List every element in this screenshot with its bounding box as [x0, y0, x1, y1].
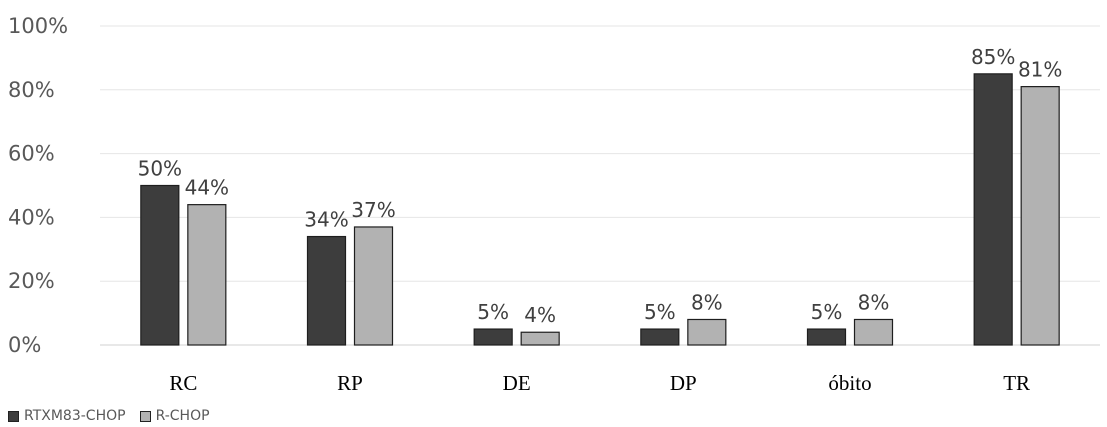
x-tick-label: TR — [1003, 371, 1030, 395]
y-tick-label: 20% — [8, 269, 55, 293]
legend-swatch-series-1 — [8, 410, 19, 422]
legend-label-series-2: R-CHOP — [155, 408, 210, 424]
data-label: 85% — [971, 45, 1015, 69]
data-label: 37% — [351, 198, 395, 222]
bar-1-3 — [473, 328, 513, 346]
x-tick-label: DP — [670, 371, 697, 395]
legend-item-series-1: RTXM83-CHOP — [8, 408, 126, 424]
bar-2-4 — [687, 318, 727, 346]
data-label: 81% — [1018, 58, 1062, 82]
bar-2-2 — [353, 226, 394, 346]
bar-1-2 — [306, 235, 347, 346]
data-label: 5% — [811, 300, 843, 324]
data-label: 44% — [185, 176, 229, 200]
y-tick-label: 0% — [8, 333, 41, 357]
data-label: 5% — [477, 300, 509, 324]
data-label: 5% — [644, 300, 676, 324]
data-label: 8% — [691, 290, 723, 314]
bar-2-3 — [520, 331, 560, 346]
x-tick-label: RP — [337, 371, 363, 395]
data-labels: 50%44% 34% 37% 5% 4% 5% 8% 5% 8% 85%81% — [138, 45, 1063, 327]
data-label: 4% — [524, 303, 556, 327]
data-label: 8% — [858, 290, 890, 314]
data-label: 50% — [138, 157, 182, 181]
bars — [140, 73, 1060, 346]
bar-2-5 — [853, 318, 894, 346]
legend-swatch-series-2 — [139, 410, 151, 422]
bar-1-4 — [640, 328, 680, 346]
x-tick-label: óbito — [828, 371, 871, 395]
y-tick-label: 40% — [8, 205, 55, 229]
bar-2-1 — [187, 204, 227, 346]
bar-1-1 — [140, 184, 180, 346]
x-tick-label: RC — [169, 371, 197, 395]
legend: RTXM83-CHOP R-CHOP — [8, 406, 224, 426]
y-axis-ticks: 0% 20% 40% 60% 80% 100% — [8, 14, 68, 357]
legend-label-series-1: RTXM83-CHOP — [24, 408, 126, 424]
gridlines — [100, 25, 1100, 346]
bar-chart: 0%20%40%60%80%100% 50%44%34% 37%5% 4% 5% 8% 5… — [8, 14, 1100, 395]
x-tick-label: DE — [503, 371, 531, 395]
legend-item-series-2: R-CHOP — [139, 408, 210, 424]
bar-1-5 — [806, 328, 847, 346]
bar-2-6 — [1020, 86, 1060, 346]
y-tick-label: 60% — [8, 142, 55, 166]
y-tick-label: 100% — [8, 14, 68, 38]
y-tick-label: 80% — [8, 78, 55, 102]
bar-1-6 — [973, 73, 1013, 346]
x-axis-ticks: RC RP DE DP óbito TR — [169, 371, 1030, 395]
data-label: 34% — [304, 208, 348, 232]
